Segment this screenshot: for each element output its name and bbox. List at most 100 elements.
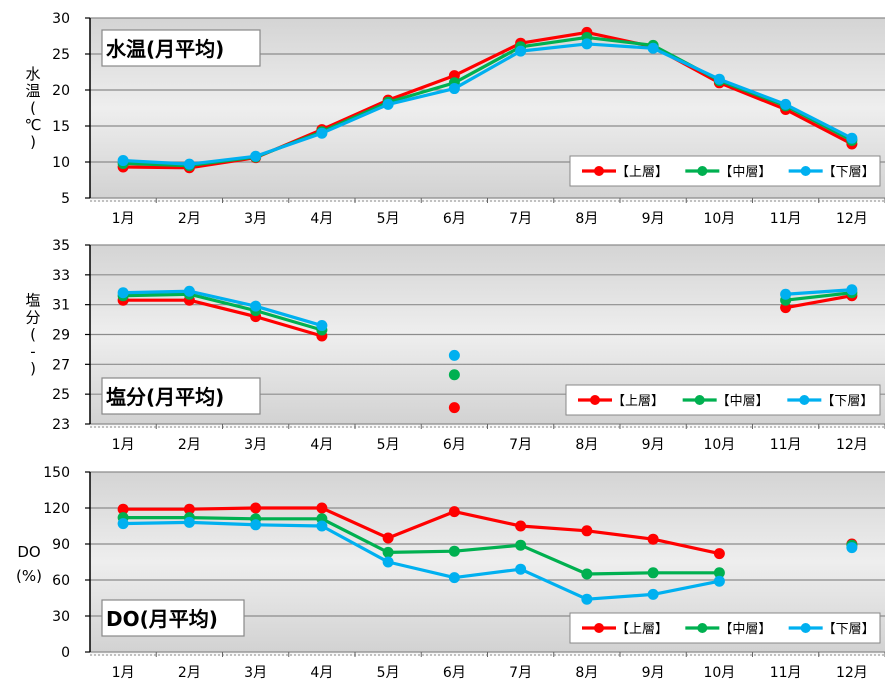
legend [569,155,881,187]
legend-swatch-marker [697,166,708,176]
y-axis-label-char: ( [30,99,36,117]
x-tick-label: 4月 [310,211,333,227]
x-tick-label: 5月 [377,437,400,453]
x-tick-label: 8月 [575,211,598,227]
data-point [117,155,129,167]
data-point [117,518,129,530]
data-point [713,567,725,579]
data-point [117,287,129,299]
data-point [316,502,328,514]
x-tick-label: 3月 [244,437,267,453]
data-point [515,45,527,57]
legend-label: 【上層】 [616,622,668,637]
data-point [515,563,527,575]
y-axis-label-char: 水 [25,65,40,83]
series-line-3 [123,520,720,601]
x-tick-label: 11月 [770,665,802,681]
chart-panel-2: 23 25 27 29 31 33 35 1月 2月 3月 4月 5月 6月 7月 8月 9月 10月 11月 12… [25,238,885,453]
legend-label: 【中層】 [719,622,771,637]
x-tick-label: 1月 [112,665,135,681]
x-tick-label: 6月 [443,437,466,453]
x-tick-label: 10月 [703,211,735,227]
x-tick-label: 10月 [703,665,735,681]
data-point [316,320,328,332]
series-line-3 [123,42,853,166]
data-point [448,572,460,584]
x-tick-label: 12月 [836,437,868,453]
x-tick-label: 9月 [642,211,665,227]
x-tick-label: 2月 [178,437,201,453]
legend-swatch-marker [590,395,600,405]
legend-label: 【中層】 [719,165,771,180]
data-point [448,349,460,361]
y-tick-label: 90 [52,537,70,553]
data-point [117,503,129,515]
x-tick-label: 8月 [575,665,598,681]
x-tick-label: 10月 [703,437,735,453]
legend-label: 【中層】 [717,394,769,409]
x-tick-label: 7月 [509,665,532,681]
data-point [581,38,593,50]
series-line-1 [123,506,720,556]
data-point [448,402,460,414]
series-line-3 [123,289,323,328]
y-tick-label: 0 [61,645,70,661]
x-tick-label: 6月 [443,665,466,681]
x-tick-label: 5月 [377,211,400,227]
data-point [780,98,792,110]
series-line-2 [123,292,323,332]
y-axis-label: DO (%) [16,543,42,585]
x-tick-label: 7月 [509,211,532,227]
legend [569,612,881,644]
legend [565,384,881,416]
chart-title: DO(月平均) [106,607,218,631]
y-axis-label: 塩分(-) [25,292,40,378]
legend-swatch-marker [594,623,604,633]
y-tick-label: 30 [52,11,70,27]
x-tick-label: 9月 [642,437,665,453]
data-point [581,568,593,580]
y-tick-label: 25 [52,47,70,63]
series-line-3 [785,288,852,296]
x-tick-label: 11月 [770,211,802,227]
legend-label: 【上層】 [616,165,668,180]
series-line-1 [123,298,323,338]
legend-label: 【上層】 [612,394,664,409]
x-tick-label: 2月 [178,665,201,681]
x-tick-label: 9月 [642,665,665,681]
chart-title-box [101,29,261,67]
y-tick-label: 29 [52,328,70,344]
data-point [448,369,460,381]
data-point [316,127,328,139]
x-tick-label: 12月 [836,665,868,681]
x-tick-label: 8月 [575,437,598,453]
y-axis-label-char: ℃ [25,116,42,134]
data-point [581,593,593,605]
data-point [250,519,262,531]
data-point [647,567,659,579]
chart-panel-3: 0 30 60 90 120 150 1月 2月 3月 4月 5月 6月 7月 8月 9月 10月 11月 12月… [16,465,885,681]
x-tick-label: 1月 [112,437,135,453]
x-tick-label: 11月 [770,437,802,453]
data-point [448,545,460,557]
data-point [581,525,593,537]
chart-title: 塩分(月平均) [106,385,224,409]
data-point [647,42,659,54]
y-axis-label-char: - [30,343,35,361]
chart-title-box [101,599,245,637]
series-line-1 [785,294,853,310]
data-point [183,503,195,515]
y-axis-label-char: 温 [25,82,40,100]
x-tick-label: 5月 [377,665,400,681]
legend-swatch-marker [800,166,811,176]
y-tick-label: 20 [52,83,70,99]
data-point [382,98,394,110]
x-tick-label: 4月 [310,665,333,681]
x-tick-label: 4月 [310,437,333,453]
y-tick-label: 31 [52,298,70,314]
series-line-2 [785,291,853,302]
y-axis-label-line: (%) [16,567,42,585]
data-point [846,542,858,554]
x-tick-label: 7月 [509,437,532,453]
